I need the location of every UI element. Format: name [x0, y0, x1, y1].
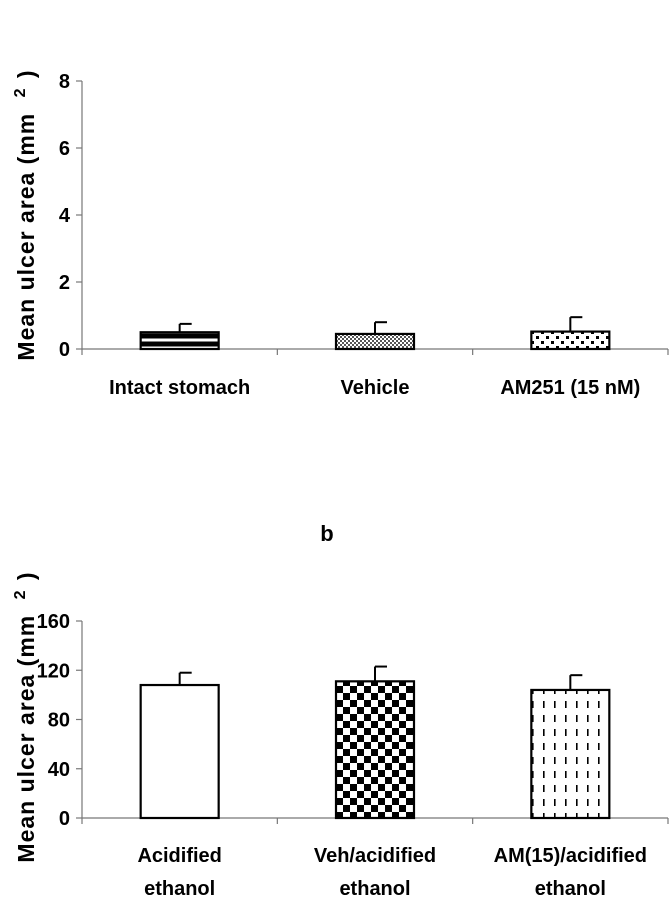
- bar: [139, 683, 220, 820]
- y-tick-label: 80: [48, 710, 70, 732]
- y-axis-title: Mean ulcer area (mm 2 ): [4, 571, 39, 862]
- y-axis-title-close-paren: ): [13, 571, 39, 580]
- y-tick-label: 4: [59, 205, 71, 227]
- bar: [139, 331, 220, 351]
- y-tick-label: 0: [59, 339, 70, 361]
- y-tick-label: 40: [48, 759, 70, 781]
- panel-b: b Mean ulcer area (mm 2 ) 0 40 80 120 160 Aci…: [4, 521, 669, 898]
- bar: [530, 688, 611, 820]
- x-category-label: Intact stomach: [109, 377, 250, 399]
- svg-text:Mean ulcer area (mm 2: Mean ulcer area (mm 2 ): [4, 69, 39, 360]
- panel-a: Mean ulcer area (mm 2 ) 0 2 4 6 8 Intact stom…: [4, 69, 669, 399]
- y-tick-label: 0: [59, 808, 70, 830]
- x-category-label: Acidified ethanol: [137, 845, 221, 898]
- y-tick-label: 160: [37, 611, 70, 633]
- y-axis-title-main: Mean ulcer area (mm: [13, 615, 39, 863]
- x-category-label: Vehicle: [341, 377, 410, 399]
- y-tick-label: 6: [59, 138, 70, 160]
- plot-area: 0 40 80 120 160 Acidified ethanol Veh/acidified…: [37, 611, 669, 898]
- y-axis-title: Mean ulcer area (mm 2 ): [4, 69, 39, 360]
- y-axis-title-superscript: 2: [12, 589, 29, 599]
- panel-title: b: [320, 521, 333, 546]
- bar: [334, 680, 416, 820]
- y-axis-title-close-paren: ): [13, 69, 39, 78]
- x-category-label: AM251 (15 nM): [500, 377, 640, 399]
- svg-text:Mean ulcer area (mm 2: Mean ulcer area (mm 2 ): [4, 571, 39, 862]
- y-axis-title-superscript: 2: [12, 87, 29, 97]
- y-axis-title-main: Mean ulcer area (mm: [13, 113, 39, 361]
- bar: [530, 330, 611, 351]
- x-category-label: Veh/acidified ethanol: [314, 845, 436, 898]
- bar: [334, 332, 416, 351]
- y-tick-label: 2: [59, 272, 70, 294]
- plot-area: 0 2 4 6 8 Intact stomach Vehicle AM251 (15 nM): [59, 71, 669, 399]
- x-category-label: AM(15)/acidified ethanol: [494, 845, 647, 898]
- y-tick-label: 120: [37, 660, 70, 682]
- y-tick-label: 8: [59, 71, 70, 93]
